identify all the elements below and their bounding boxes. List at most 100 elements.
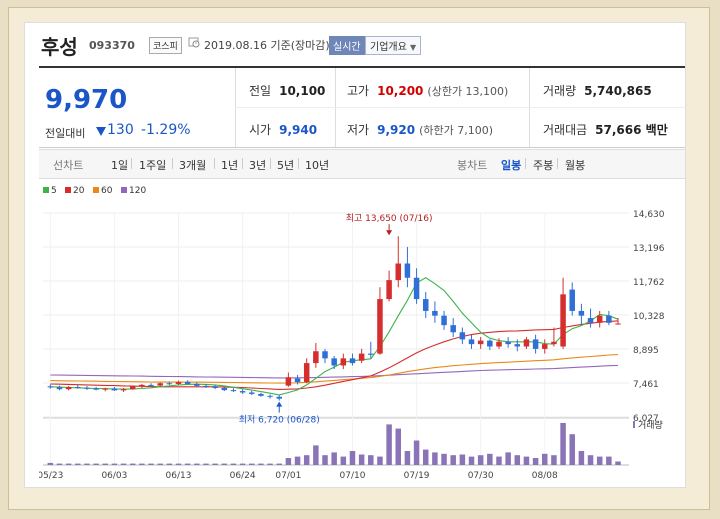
candle-body: [120, 389, 127, 391]
tab-3m[interactable]: 3개월: [179, 159, 207, 172]
volume-bar: [459, 454, 466, 465]
volume-bar: [395, 428, 402, 465]
candle-body: [560, 294, 566, 347]
candlestick-chart: 5 20 60 120 14,630 13,196 11,762 10,328 8,895 7,4…: [39, 186, 665, 481]
candle-body: [129, 386, 136, 390]
divider: [525, 158, 526, 169]
quote-date: 2019.08.16 기준(장마감): [204, 39, 330, 52]
volume-bar: [212, 463, 218, 465]
legend-label-ma5: 5: [51, 186, 57, 196]
candle-body: [175, 382, 182, 384]
volume-bar: [111, 463, 118, 465]
candle-body: [542, 344, 548, 349]
tab-10y[interactable]: 10년: [305, 159, 330, 172]
volume-bar: [56, 463, 63, 465]
candle-body: [496, 341, 502, 347]
candle-body: [450, 325, 456, 333]
volume-bar: [413, 440, 420, 465]
candle-body: [294, 378, 301, 383]
divider: [235, 107, 685, 108]
volume-bar: [331, 452, 337, 465]
tab-1y[interactable]: 1년: [221, 159, 239, 172]
candle-body: [587, 318, 594, 323]
line-chart-label: 선차트: [53, 159, 84, 172]
change-amount: 130: [107, 122, 134, 138]
volume-bar: [129, 463, 136, 465]
current-price: 9,970: [45, 85, 128, 115]
y-tick-label: 14,630: [633, 210, 665, 220]
candle-body: [84, 387, 90, 389]
candle-body: [313, 351, 319, 364]
ma20-line: [50, 320, 619, 390]
divider: [131, 158, 132, 169]
day-open: 시가 9,940: [249, 121, 317, 138]
divider: [557, 158, 558, 169]
x-tick-label: 06/24: [230, 471, 256, 481]
open-label: 시가: [249, 123, 272, 137]
candle-body: [413, 277, 420, 300]
candle-body: [422, 299, 429, 311]
tab-5y[interactable]: 5년: [277, 159, 295, 172]
candle-body: [139, 384, 145, 387]
volume-bar: [303, 455, 310, 465]
chevron-down-icon: ▼: [410, 43, 417, 52]
volume-bar: [542, 453, 548, 465]
candle-body: [331, 358, 337, 366]
candle-body: [349, 358, 356, 364]
volume-bar: [496, 456, 502, 465]
tab-3y[interactable]: 3년: [249, 159, 267, 172]
volume-bar: [230, 463, 237, 465]
upper-limit: (상한가 13,100): [427, 85, 509, 98]
volume-bar: [102, 463, 109, 465]
volume-bar: [487, 453, 493, 465]
volume-bar: [368, 455, 374, 465]
divider: [242, 158, 243, 169]
lower-limit: (하한가 7,100): [419, 124, 493, 137]
candle-body: [166, 383, 173, 385]
tab-weekly[interactable]: 주봉: [533, 159, 554, 172]
volume-bar: [203, 463, 209, 465]
legend-swatch-ma5: [43, 187, 49, 193]
volume-bar: [75, 463, 81, 465]
volume-bar: [276, 463, 282, 465]
tab-1d[interactable]: 1일: [111, 159, 129, 172]
volume-label: 거래량: [543, 84, 577, 98]
tab-daily[interactable]: 일봉: [501, 159, 522, 172]
candle-body: [606, 315, 612, 323]
candle-body: [212, 386, 218, 388]
candle-body: [239, 391, 246, 393]
stock-code: 093370: [89, 39, 135, 52]
company-info-dropdown[interactable]: 기업개요 ▼: [365, 36, 422, 55]
y-tick-label: 10,328: [633, 312, 665, 322]
realtime-button[interactable]: 실시간: [329, 36, 365, 55]
candle-body: [276, 396, 282, 399]
volume-bar: [294, 456, 301, 465]
x-tick-label: 08/08: [532, 471, 558, 481]
volume-bar: [514, 455, 521, 465]
candle-body: [56, 387, 63, 390]
tab-1w[interactable]: 1주일: [139, 159, 167, 172]
volume-bar: [450, 455, 456, 465]
y-tick-label: 13,196: [633, 244, 665, 254]
annotation-arrowhead: [276, 401, 283, 407]
legend-swatch-ma60: [93, 187, 99, 193]
candle-body: [249, 392, 255, 394]
divider: [214, 158, 215, 169]
candle-body: [194, 383, 200, 386]
candle-body: [203, 385, 209, 387]
x-tick-label: 07/10: [340, 471, 366, 481]
volume-bar: [551, 455, 557, 465]
down-triangle-icon: [96, 127, 106, 136]
volume-bar: [184, 463, 191, 465]
candle-body: [523, 339, 530, 347]
volume-bar: [477, 455, 484, 465]
volume-bar: [65, 463, 72, 465]
stock-name[interactable]: 후성: [41, 35, 78, 59]
legend-swatch-ma120: [121, 187, 127, 193]
candle-body: [111, 388, 118, 391]
y-tick-label: 6,027: [633, 414, 659, 424]
volume-bar: [587, 455, 594, 465]
volume-bar: [258, 463, 264, 465]
company-info-label: 기업개요: [370, 42, 407, 53]
tab-monthly[interactable]: 월봉: [565, 159, 586, 172]
